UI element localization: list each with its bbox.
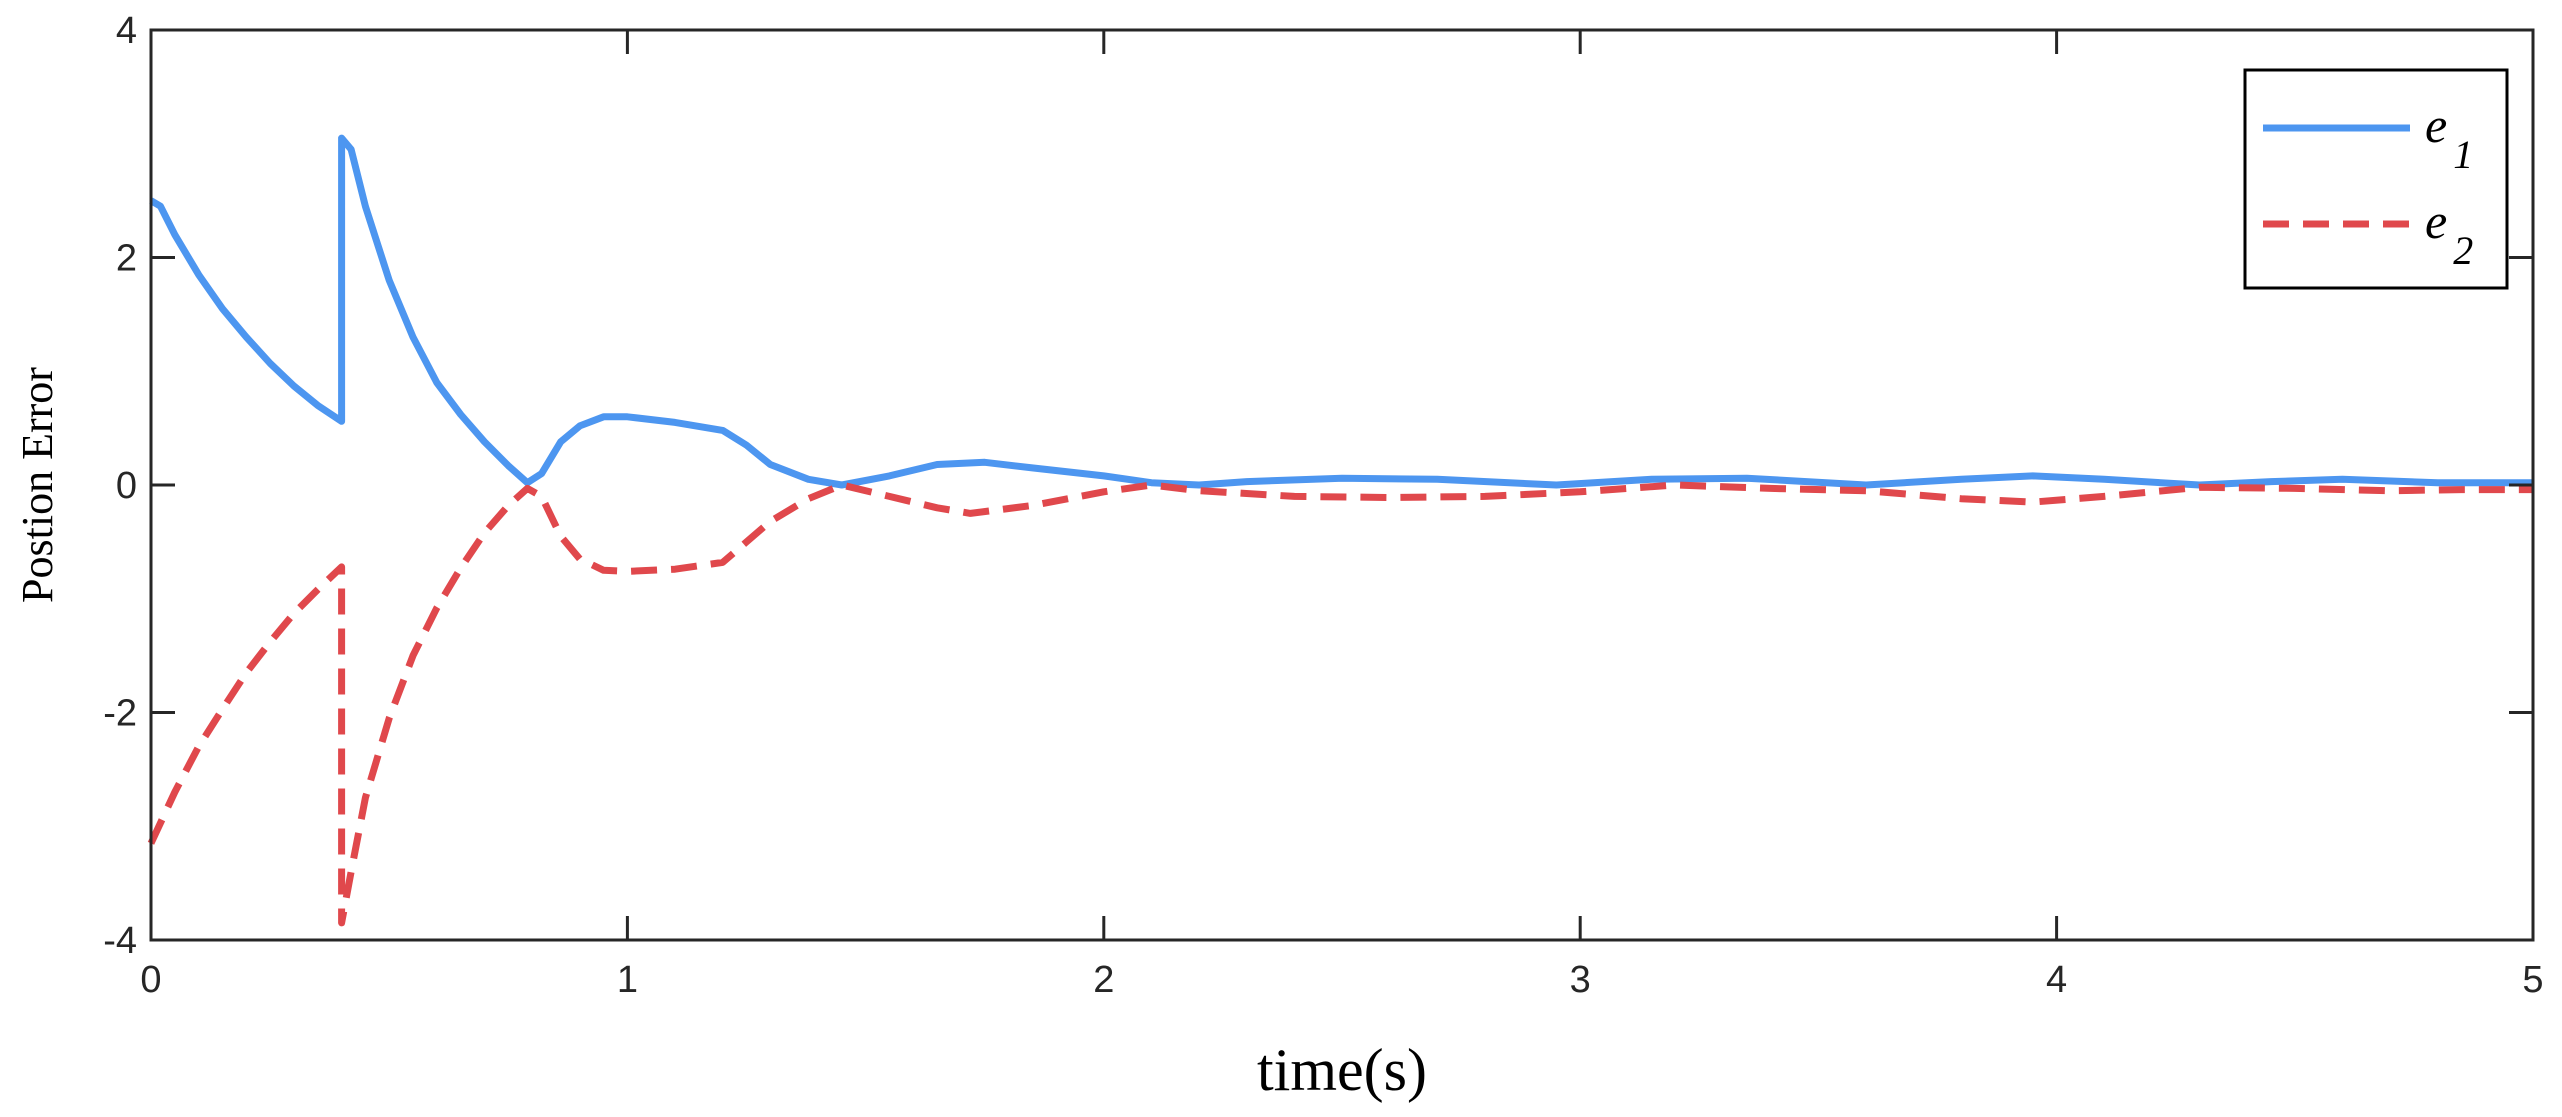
x-axis-title: time(s)	[1257, 1037, 1427, 1103]
y-tick-label: 0	[116, 465, 137, 507]
legend-label-e1: e1	[2425, 97, 2473, 177]
lines-layer	[147, 134, 2533, 927]
y-tick-label: -2	[103, 693, 137, 735]
y-axis-title: Postion Error	[13, 367, 62, 603]
series-line-e2	[147, 481, 2533, 927]
legend-label-subscript: 2	[2453, 228, 2473, 273]
x-tick-label: 1	[617, 959, 638, 1001]
series-line-e1	[149, 134, 2533, 489]
legend-box	[2243, 68, 2509, 290]
x-tick-label: 2	[1093, 959, 1114, 1001]
legend-label-subscript: 1	[2453, 132, 2473, 177]
legend-label-base: e	[2425, 97, 2447, 153]
legend-label-base: e	[2425, 193, 2447, 249]
x-tick-label: 3	[1570, 959, 1591, 1001]
x-tick-label: 0	[140, 959, 161, 1001]
x-tick-label: 4	[2046, 959, 2067, 1001]
y-tick-label: -4	[103, 920, 137, 962]
y-tick-label: 4	[116, 10, 137, 52]
ticks-layer: 0 1 2 3 4 5 -4 -2 0 2 4	[103, 10, 2543, 1001]
legend-label-e2: e2	[2425, 193, 2473, 273]
y-tick-label: 2	[116, 238, 137, 280]
x-tick-label: 5	[2522, 959, 2543, 1001]
